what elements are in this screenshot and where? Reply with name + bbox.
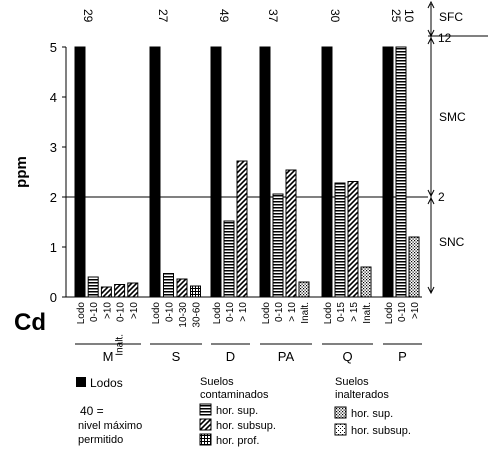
bar-category-label: 0-10 (397, 302, 408, 322)
bar-category-label: 30-60 (192, 302, 203, 328)
group-name-q: Q (342, 349, 352, 364)
bar-clipped-value: 37 (266, 9, 280, 23)
bar-s-1 (163, 273, 174, 298)
bar-category-label: 0-10 (165, 302, 176, 322)
bar-d-1 (223, 220, 235, 298)
y-axis-label: ppm (13, 156, 30, 188)
legend-item-label: hor. sup. (351, 408, 393, 420)
y-tick-label: 4 (50, 90, 57, 105)
element-label: Cd (14, 309, 46, 336)
bar-pa-3 (298, 281, 310, 298)
bar-clipped-value: 25 (389, 9, 403, 23)
legend-swatch-diag (199, 418, 212, 431)
bar-m-3 (114, 284, 126, 298)
zone-arrow-up-mid (427, 36, 435, 45)
bar-category-label: Inalt. (362, 302, 373, 324)
legend-note-line2: permitido (78, 434, 123, 446)
legend-swatch-dots_fine (334, 423, 347, 436)
bar-s-2 (176, 278, 188, 298)
legend-item-label: hor. subsup. (351, 425, 411, 437)
bar-category-label: > 10 (287, 302, 298, 322)
bar-category-label: 10-30 (178, 302, 189, 328)
zone-arrow-up-top (427, 0, 435, 9)
bar-m-0 (74, 46, 86, 298)
bar-category-label: Lodo (384, 302, 395, 325)
bar-q-3 (360, 266, 372, 298)
legend-note-value: 40 = (80, 404, 104, 418)
bar-m-1 (87, 276, 99, 298)
legend-unaltered-title-1: Suelos (335, 376, 369, 388)
zone-boundary-label: 12 (438, 31, 452, 45)
zone-arrow-down-top (427, 29, 435, 38)
bar-pa-2 (285, 169, 297, 298)
group-name-d: D (226, 349, 235, 364)
bar-pa-0 (259, 46, 271, 298)
bar-category-label: > 10 (238, 302, 249, 322)
bar-q-0 (321, 46, 333, 298)
legend-item-label: hor. prof. (216, 435, 259, 447)
bar-category-label: 0-10 (274, 302, 285, 322)
legend-contaminated-title-2: contaminados (200, 389, 269, 401)
bar-s-0 (149, 46, 161, 298)
bar-p-1 (395, 46, 407, 298)
y-tick-label: 2 (50, 190, 57, 205)
group-name-s: S (172, 349, 181, 364)
bar-d-0 (210, 46, 222, 298)
legend-contaminated-title-1: Suelos (200, 376, 234, 388)
zone-arrow-up-low (427, 196, 435, 205)
bar-category-label: Lodo (151, 302, 162, 325)
bar-clipped-value: 49 (217, 9, 231, 23)
bar-pa-1 (272, 193, 284, 298)
bar-m-4 (127, 282, 139, 298)
legend-note-line1: nivel máximo (78, 420, 142, 432)
bar-category-label: Lodo (261, 302, 272, 325)
y-tick-label: 0 (50, 290, 57, 305)
bar-clipped-value: 29 (81, 9, 95, 23)
bar-category-label: Lodo (212, 302, 223, 325)
bar-category-label: 0-10 (89, 302, 100, 322)
legend-lodos-label: Lodos (90, 376, 123, 390)
bar-clipped-value: 27 (156, 9, 170, 23)
zone-arrow-down-mid (427, 189, 435, 198)
legend-swatch-lodos (76, 377, 86, 387)
legend-item-label: hor. sup. (216, 405, 258, 417)
bar-category-label: >10 (102, 302, 113, 319)
bar-category-label: 0-15 (336, 302, 347, 322)
bar-category-label: Inalt. (300, 302, 311, 324)
zone-label-snc: SNC (439, 235, 465, 249)
y-tick-label: 1 (50, 240, 57, 255)
group-extra-label: Inalt. (115, 334, 126, 356)
bar-category-label: 0-10 (116, 302, 127, 322)
bar-category-label: Lodo (76, 302, 87, 325)
bar-category-label: >10 (129, 302, 140, 319)
bar-q-1 (334, 182, 346, 298)
bar-category-label: Lodo (323, 302, 334, 325)
y-tick-label: 5 (50, 40, 57, 55)
bar-category-label: >10 (410, 302, 421, 319)
y-tick-label: 3 (50, 140, 57, 155)
zone-arrow-down-low (427, 286, 435, 295)
bar-clipped-value: 10 (402, 9, 416, 23)
zone-label-smc: SMC (439, 110, 466, 124)
legend-swatch-grid (199, 433, 212, 446)
bar-d-2 (236, 160, 248, 298)
legend-swatch-dots (334, 406, 347, 419)
bar-m-2 (100, 286, 112, 298)
legend-swatch-hlines (199, 403, 212, 416)
legend-item-label: hor. subsup. (216, 420, 276, 432)
bar-q-2 (347, 181, 359, 298)
bar-s-3 (190, 285, 201, 298)
group-name-m: M (103, 349, 114, 364)
group-name-pa: PA (278, 349, 295, 364)
group-name-p: P (398, 349, 407, 364)
bar-category-label: > 15 (349, 302, 360, 322)
bar-p-0 (382, 46, 394, 298)
zone-label-sfc: SFC (439, 10, 463, 24)
legend-unaltered-title-2: inalterados (335, 389, 389, 401)
bar-p-2 (408, 236, 420, 298)
threshold-label: 2 (438, 190, 445, 204)
bar-clipped-value: 30 (328, 9, 342, 23)
bar-category-label: 0-10 (225, 302, 236, 322)
